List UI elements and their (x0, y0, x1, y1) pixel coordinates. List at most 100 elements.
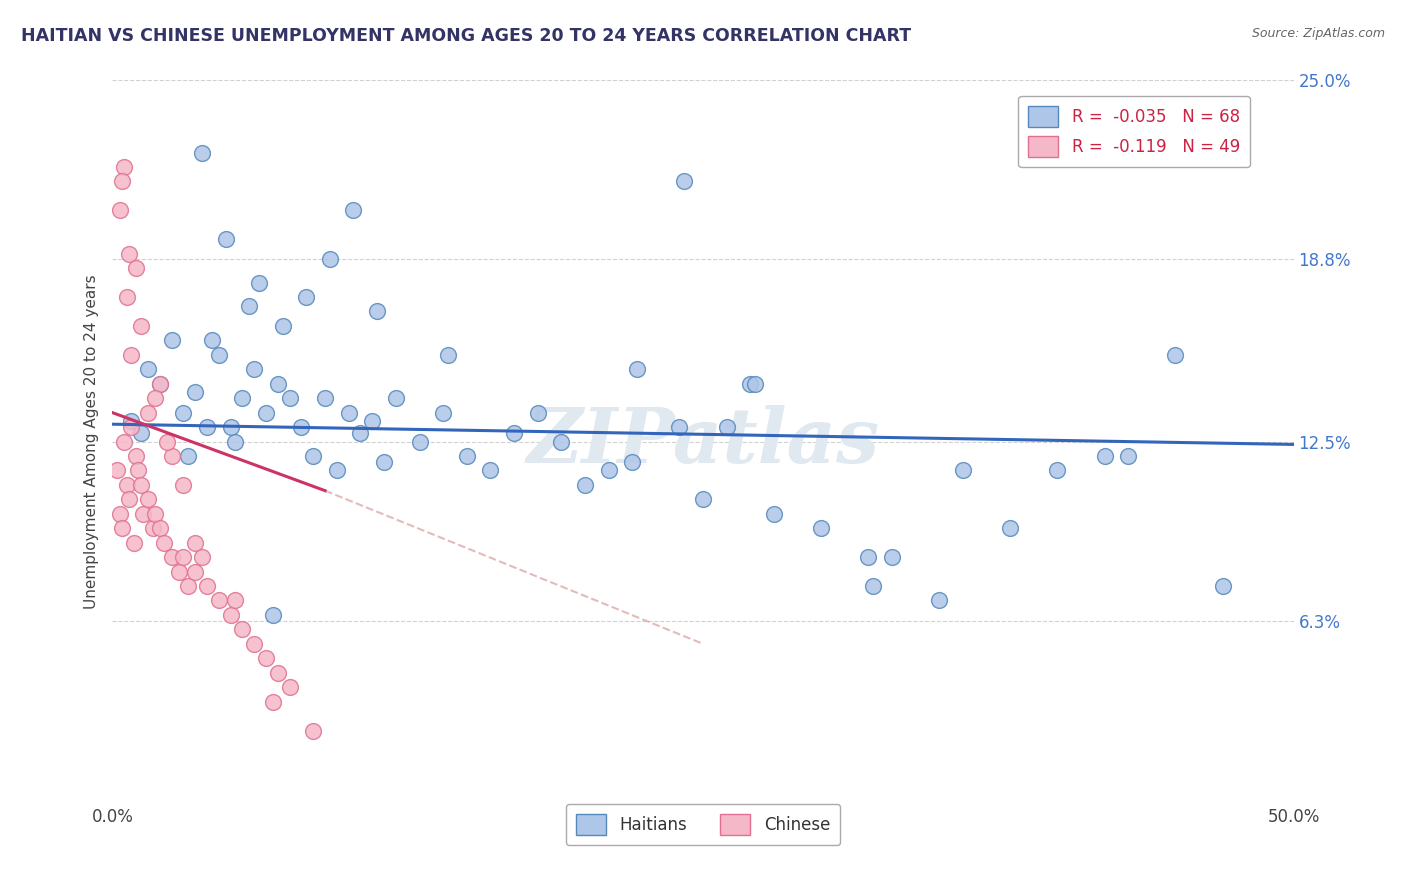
Point (1046, 463, 1069, 477)
Point (810, 521, 832, 535)
Point (143, 507, 166, 521)
Point (278, 391, 301, 405)
Point (314, 391, 336, 405)
Text: HAITIAN VS CHINESE UNEMPLOYMENT AMONG AGES 20 TO 24 YEARS CORRELATION CHART: HAITIAN VS CHINESE UNEMPLOYMENT AMONG AG… (21, 27, 911, 45)
Point (127, 463, 149, 477)
Point (129, 478, 152, 492)
Point (160, 550, 183, 565)
Point (295, 290, 318, 304)
Point (503, 425, 526, 440)
Point (120, 348, 142, 362)
Point (149, 521, 172, 535)
Point (574, 478, 596, 492)
Point (118, 492, 141, 507)
Point (254, 406, 277, 420)
Point (215, 232, 238, 246)
Y-axis label: Unemployment Among Ages 20 to 24 years: Unemployment Among Ages 20 to 24 years (83, 274, 98, 609)
Point (952, 463, 974, 477)
Legend: Haitians, Chinese: Haitians, Chinese (567, 804, 839, 845)
Point (262, 695, 284, 709)
Point (201, 334, 224, 348)
Point (262, 607, 284, 622)
Point (302, 723, 325, 738)
Point (337, 406, 360, 420)
Point (432, 406, 454, 420)
Point (271, 318, 294, 333)
Point (172, 550, 194, 565)
Point (160, 449, 183, 463)
Point (118, 246, 141, 260)
Point (1094, 449, 1116, 463)
Point (243, 637, 266, 651)
Point (132, 507, 155, 521)
Point (319, 252, 342, 267)
Point (290, 420, 312, 434)
Point (550, 434, 572, 449)
Point (149, 376, 172, 391)
Point (136, 406, 159, 420)
Point (267, 665, 290, 680)
Point (247, 276, 270, 290)
Point (115, 478, 138, 492)
Point (243, 362, 266, 376)
Point (160, 334, 183, 348)
Point (208, 348, 231, 362)
Point (526, 406, 548, 420)
Point (184, 565, 207, 579)
Point (129, 425, 152, 440)
Point (142, 521, 165, 535)
Point (673, 174, 696, 188)
Text: ZIPatlas: ZIPatlas (526, 405, 880, 478)
Point (120, 414, 142, 428)
Point (195, 420, 218, 434)
Point (149, 376, 172, 391)
Point (692, 492, 714, 507)
Point (111, 174, 134, 188)
Point (858, 550, 880, 565)
Point (224, 434, 246, 449)
Point (408, 434, 430, 449)
Point (177, 579, 200, 593)
Point (111, 521, 134, 535)
Point (668, 420, 690, 434)
Point (998, 521, 1021, 535)
Point (136, 362, 159, 376)
Point (122, 535, 145, 549)
Point (437, 348, 460, 362)
Point (115, 290, 138, 304)
Point (184, 535, 207, 549)
Point (385, 391, 408, 405)
Point (125, 261, 148, 276)
Point (862, 579, 884, 593)
Point (254, 651, 277, 665)
Point (177, 449, 200, 463)
Point (740, 376, 762, 391)
Point (1164, 348, 1187, 362)
Point (108, 203, 131, 218)
Point (479, 463, 502, 477)
Point (366, 304, 388, 318)
Point (762, 507, 785, 521)
Point (326, 463, 349, 477)
Point (238, 299, 260, 313)
Point (172, 478, 194, 492)
Point (231, 391, 253, 405)
Point (349, 425, 371, 440)
Point (1116, 449, 1139, 463)
Text: Source: ZipAtlas.com: Source: ZipAtlas.com (1251, 27, 1385, 40)
Point (143, 391, 166, 405)
Point (172, 406, 194, 420)
Point (167, 565, 190, 579)
Point (361, 414, 384, 428)
Point (456, 449, 478, 463)
Point (191, 550, 214, 565)
Point (156, 434, 179, 449)
Point (129, 318, 152, 333)
Point (208, 593, 231, 607)
Point (184, 385, 207, 400)
Point (598, 463, 620, 477)
Point (267, 376, 290, 391)
Point (195, 579, 218, 593)
Point (716, 420, 738, 434)
Point (112, 160, 135, 174)
